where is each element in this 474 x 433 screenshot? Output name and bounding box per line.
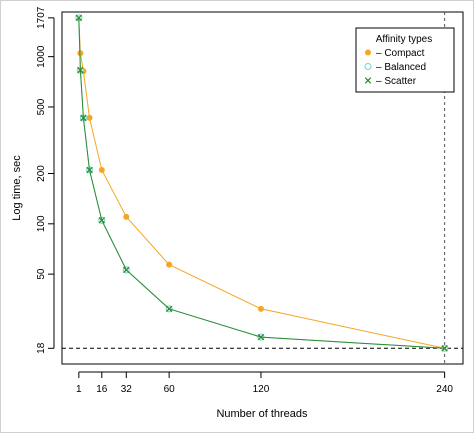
point-compact-16 — [98, 166, 105, 173]
point-scatter-16 — [98, 217, 106, 224]
legend-marker-scatter-stroke-b — [364, 77, 372, 84]
y-tick-label-100: 100 — [36, 215, 47, 232]
point-scatter-4-stroke-b — [80, 114, 87, 122]
series-layer — [75, 14, 449, 352]
point-scatter-16-stroke-b — [98, 217, 106, 224]
legend-marker-balanced — [364, 62, 372, 71]
legend-entries: – Compact – Balanced – Scatter — [364, 48, 426, 87]
point-scatter-240-stroke-b — [441, 345, 448, 352]
x-axis-title: Number of threads — [216, 408, 308, 420]
y-tick-label-18: 18 — [36, 342, 47, 354]
y-tick-label-200: 200 — [36, 165, 47, 182]
y-axis: 18 50 100 200 500 1000 1707 — [36, 6, 55, 354]
x-tick-label-32: 32 — [121, 384, 133, 395]
point-scatter-32 — [123, 266, 130, 274]
point-scatter-240 — [441, 345, 448, 352]
legend-box — [355, 27, 455, 93]
x-tick-label-16: 16 — [96, 384, 108, 395]
legend-title: Affinity types — [376, 34, 433, 45]
y-tick-label-1707: 1707 — [36, 6, 47, 29]
point-scatter-2-stroke-b — [77, 66, 84, 74]
legend-label-compact: – Compact — [376, 48, 425, 59]
legend: Affinity types – Compact – Balanced – Scat… — [355, 27, 455, 93]
point-scatter-60 — [165, 305, 173, 313]
point-scatter-60-stroke-b — [165, 305, 173, 313]
point-scatter-4 — [80, 114, 87, 122]
point-scatter-32-stroke-b — [123, 266, 130, 274]
point-scatter-8 — [86, 166, 93, 174]
x-tick-label-1: 1 — [76, 384, 82, 395]
y-tick-label-500: 500 — [36, 98, 47, 115]
point-scatter-120-stroke-b — [257, 333, 265, 341]
point-scatter-2 — [77, 66, 84, 74]
point-compact-32 — [123, 213, 130, 220]
y-tick-label-50: 50 — [36, 268, 47, 280]
legend-label-scatter: – Scatter — [376, 76, 417, 87]
y-axis-title: Log time, sec — [11, 155, 23, 221]
point-compact-60 — [166, 261, 173, 268]
legend-label-balanced: – Balanced — [376, 62, 426, 73]
reference-lines — [62, 12, 463, 364]
point-scatter-8-stroke-b — [86, 166, 93, 174]
x-tick-label-60: 60 — [164, 384, 176, 395]
legend-marker-compact — [365, 49, 371, 56]
plot-box — [61, 11, 464, 365]
series-scatter — [75, 14, 448, 352]
point-compact-8 — [86, 114, 93, 121]
point-scatter-1-stroke-b — [75, 14, 83, 22]
x-axis: 1 16 32 60 120 240 — [76, 371, 453, 395]
y-tick-label-1000: 1000 — [36, 45, 47, 68]
point-scatter-120 — [257, 333, 265, 341]
x-tick-label-120: 120 — [253, 384, 270, 395]
legend-marker-scatter — [364, 77, 372, 84]
x-tick-label-240: 240 — [436, 384, 453, 395]
point-compact-120 — [257, 305, 264, 312]
point-scatter-1 — [75, 14, 83, 22]
